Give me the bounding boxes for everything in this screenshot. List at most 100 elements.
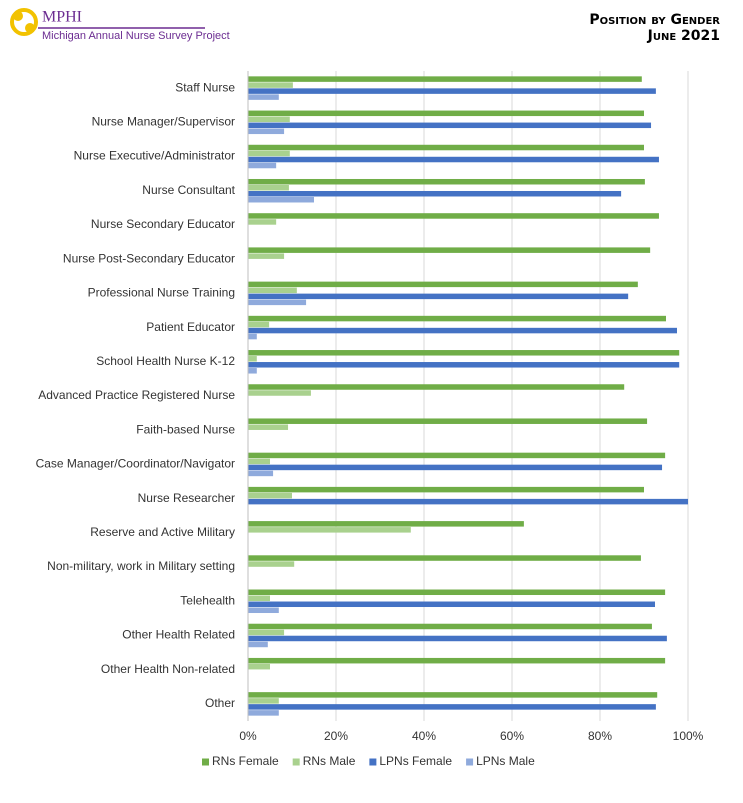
bar bbox=[248, 247, 651, 253]
legend-label: RNs Male bbox=[303, 754, 356, 768]
bar bbox=[248, 333, 257, 340]
bar bbox=[248, 470, 274, 477]
bar bbox=[248, 178, 645, 185]
bar bbox=[248, 327, 677, 334]
y-tick-label: Other Health Non-related bbox=[101, 662, 235, 676]
bar bbox=[248, 527, 411, 533]
x-tick-label: 0% bbox=[239, 729, 257, 743]
y-tick-label: Telehealth bbox=[180, 593, 235, 607]
y-tick-label: Nurse Post-Secondary Educator bbox=[63, 251, 235, 265]
bar bbox=[248, 116, 290, 123]
chart-title: Position by Gender bbox=[589, 12, 720, 28]
bar bbox=[248, 196, 314, 203]
bar bbox=[248, 692, 658, 698]
bar bbox=[248, 595, 270, 602]
bar bbox=[248, 521, 524, 527]
bar bbox=[248, 82, 293, 88]
bar bbox=[248, 663, 270, 670]
bar bbox=[248, 321, 270, 328]
bar bbox=[248, 287, 297, 294]
bar bbox=[248, 299, 307, 306]
y-tick-label: Case Manager/Coordinator/Navigator bbox=[36, 457, 235, 471]
chart-subtitle: June 2021 bbox=[647, 28, 720, 44]
legend-label: RNs Female bbox=[212, 754, 279, 768]
y-tick-label: Nurse Executive/Administrator bbox=[74, 149, 235, 163]
bar bbox=[248, 704, 656, 710]
bar bbox=[248, 458, 270, 465]
bar bbox=[248, 76, 642, 82]
legend-swatch bbox=[202, 758, 209, 766]
bar bbox=[248, 150, 290, 157]
legend-swatch bbox=[369, 758, 377, 766]
bar bbox=[248, 94, 279, 100]
y-tick-label: Advanced Practice Registered Nurse bbox=[38, 388, 235, 402]
y-tick-label: Nurse Consultant bbox=[142, 183, 235, 197]
legend-swatch bbox=[466, 758, 474, 766]
y-tick-label: Other bbox=[205, 696, 235, 710]
y-tick-label: Faith-based Nurse bbox=[136, 422, 235, 436]
legend-swatch bbox=[292, 758, 300, 766]
bar bbox=[248, 213, 659, 219]
bar bbox=[248, 641, 268, 648]
bar bbox=[248, 144, 644, 151]
y-tick-label: Nurse Researcher bbox=[138, 491, 235, 505]
bar bbox=[248, 607, 279, 614]
x-tick-label: 80% bbox=[588, 729, 612, 743]
bar bbox=[248, 452, 666, 459]
bar bbox=[248, 162, 277, 169]
logo-name: MPHI bbox=[42, 9, 82, 26]
bar bbox=[248, 368, 257, 374]
bar bbox=[248, 110, 644, 117]
bar bbox=[248, 350, 680, 356]
bar bbox=[248, 184, 289, 191]
bar bbox=[248, 629, 285, 636]
y-tick-label: Nurse Manager/Supervisor bbox=[92, 114, 235, 128]
bar bbox=[248, 253, 285, 259]
bar bbox=[248, 498, 688, 505]
bar bbox=[248, 424, 289, 430]
bar bbox=[248, 486, 644, 493]
legend-label: LPNs Male bbox=[476, 754, 535, 768]
y-tick-label: Patient Educator bbox=[146, 320, 235, 334]
bar bbox=[248, 88, 656, 94]
bar bbox=[248, 601, 655, 608]
bar bbox=[248, 362, 680, 368]
bar bbox=[248, 635, 667, 642]
bar bbox=[248, 128, 285, 135]
bar bbox=[248, 418, 648, 424]
bar bbox=[248, 555, 641, 561]
x-tick-label: 20% bbox=[324, 729, 348, 743]
y-tick-label: Non-military, work in Military setting bbox=[47, 559, 235, 573]
bar bbox=[248, 698, 279, 704]
y-tick-label: Professional Nurse Training bbox=[88, 286, 235, 300]
y-tick-label: Nurse Secondary Educator bbox=[91, 217, 235, 231]
x-tick-label: 60% bbox=[500, 729, 524, 743]
bar bbox=[248, 315, 666, 322]
bar bbox=[248, 384, 625, 390]
y-tick-label: Reserve and Active Military bbox=[90, 525, 235, 539]
legend-label: LPNs Female bbox=[379, 754, 452, 768]
bar bbox=[248, 623, 652, 630]
bar bbox=[248, 122, 652, 129]
logo-icon bbox=[10, 8, 205, 36]
bar bbox=[248, 657, 666, 664]
logo-tagline: Michigan Annual Nurse Survey Project bbox=[42, 30, 230, 42]
bar bbox=[248, 293, 629, 300]
bar bbox=[248, 156, 659, 163]
bar bbox=[248, 219, 277, 225]
bar bbox=[248, 390, 311, 396]
y-tick-label: Other Health Related bbox=[122, 628, 235, 642]
bar bbox=[248, 492, 292, 499]
bar bbox=[248, 281, 638, 288]
x-tick-label: 100% bbox=[673, 729, 704, 743]
bar bbox=[248, 190, 622, 197]
bar bbox=[248, 589, 666, 596]
bar bbox=[248, 561, 295, 567]
y-tick-label: School Health Nurse K-12 bbox=[96, 354, 235, 368]
y-tick-label: Staff Nurse bbox=[175, 80, 235, 94]
x-tick-label: 40% bbox=[412, 729, 436, 743]
bar bbox=[248, 356, 257, 362]
bar bbox=[248, 464, 663, 471]
bar bbox=[248, 710, 279, 716]
